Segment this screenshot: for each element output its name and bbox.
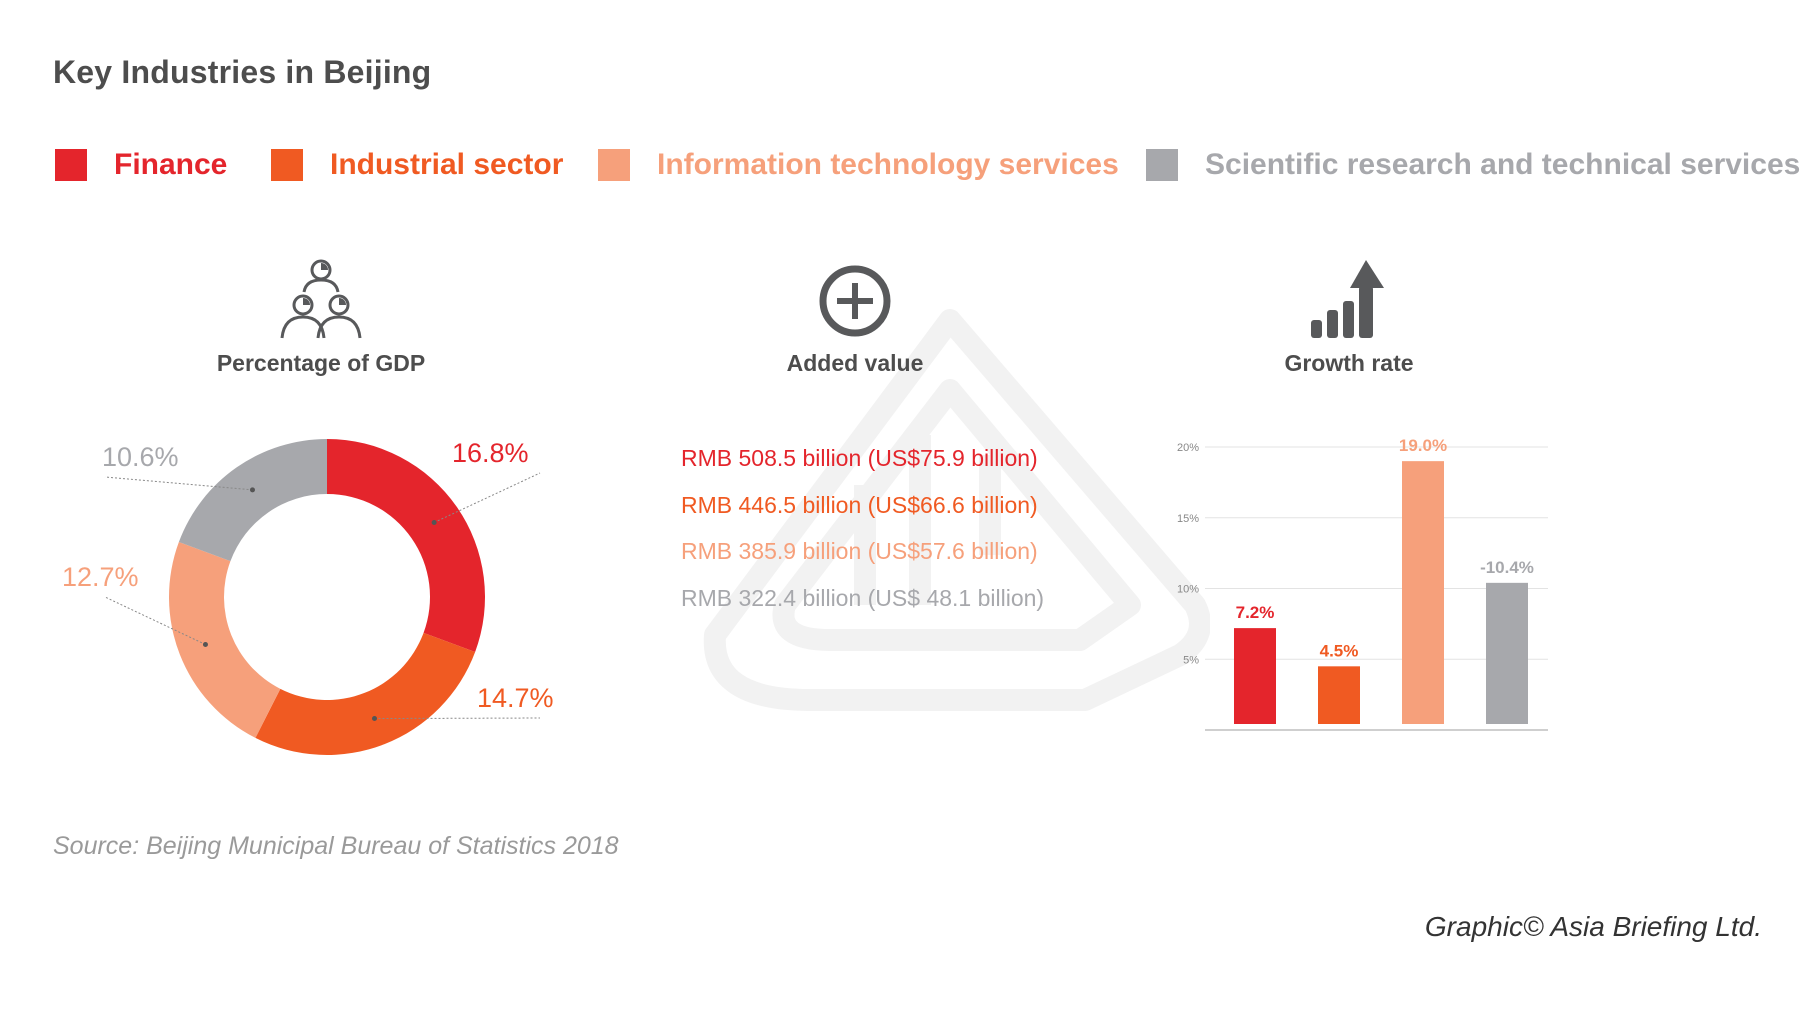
donut-leader-line-scientific [104,476,253,491]
legend-item-industrial: Industrial sector [271,148,563,182]
donut-leader-dot-scientific [249,487,255,493]
growth-bar-label-scientific: -10.4% [1480,558,1534,577]
source-note: Source: Beijing Municipal Bureau of Stat… [53,832,619,860]
growth-bar-finance [1234,628,1276,724]
donut-label-scientific: 10.6% [102,442,179,472]
section-label-growth-rate: Growth rate [1284,350,1414,376]
growth-bar-chart: 5% 10% 15% 20% 7.2% 4.5% 19.0% -10.4% [1177,436,1548,731]
growth-bar-label-industrial: 4.5% [1320,641,1359,660]
added-value-finance: RMB 508.5 billion (US$75.9 billion) [681,445,1038,471]
donut-leader-line-industrial [374,717,541,720]
donut-slice-it-services [169,542,281,738]
growth-bar-scientific [1486,582,1528,724]
donut-label-finance: 16.8% [452,438,529,468]
legend-swatch-industrial [271,149,303,181]
donut-leader-line-finance [433,472,541,523]
legend-swatch-finance [55,149,87,181]
donut-slice-scientific [178,439,327,562]
added-value-industrial: RMB 446.5 billion (US$66.6 billion) [681,492,1038,518]
donut-leader-line-it-services [104,596,206,645]
donut-slice-industrial [255,632,476,755]
growth-bar-label-finance: 7.2% [1236,603,1275,622]
growth-ytick-label: 15% [1177,513,1199,525]
legend-item-finance: Finance [55,148,227,182]
page-title: Key Industries in Beijing [53,54,432,90]
donut-leader-dot-finance [431,519,437,525]
growth-bar-label-it-services: 19.0% [1399,436,1447,455]
donut-label-industrial: 14.7% [477,683,554,713]
growth-arrow-icon [1311,260,1384,338]
legend-label-scientific: Scientific research and technical servic… [1205,148,1800,181]
legend-swatch-it-services [598,149,630,181]
growth-ytick-label: 5% [1183,654,1199,666]
legend-label-finance: Finance [114,148,228,181]
legend-label-industrial: Industrial sector [330,148,564,181]
donut-label-it-services: 12.7% [62,562,139,592]
growth-bar-it-services [1402,461,1444,724]
legend-item-scientific: Scientific research and technical servic… [1146,148,1800,182]
donut-leader-dot-industrial [372,716,378,722]
added-value-scientific: RMB 322.4 billion (US$ 48.1 billion) [681,585,1045,611]
section-label-added-value: Added value [786,350,924,376]
growth-bar-industrial [1318,666,1360,724]
plus-circle-icon [819,265,891,337]
growth-ytick-label: 10% [1177,584,1199,596]
donut-leader-dot-it-services [202,642,208,648]
graphic-credit: Graphic© Asia Briefing Ltd. [1424,911,1762,942]
people-icon [280,259,362,339]
watermark-logo [703,309,1210,711]
growth-ytick-label: 20% [1177,442,1199,454]
gdp-donut-chart: 16.8% 14.7% 12.7% 10.6% [62,438,554,755]
donut-slice-finance [327,439,485,652]
added-value-it-services: RMB 385.9 billion (US$57.6 billion) [681,538,1038,564]
section-label-gdp: Percentage of GDP [216,350,426,376]
legend-label-it-services: Information technology services [657,148,1119,181]
legend-item-it-services: Information technology services [598,148,1119,182]
legend-swatch-scientific [1146,149,1178,181]
